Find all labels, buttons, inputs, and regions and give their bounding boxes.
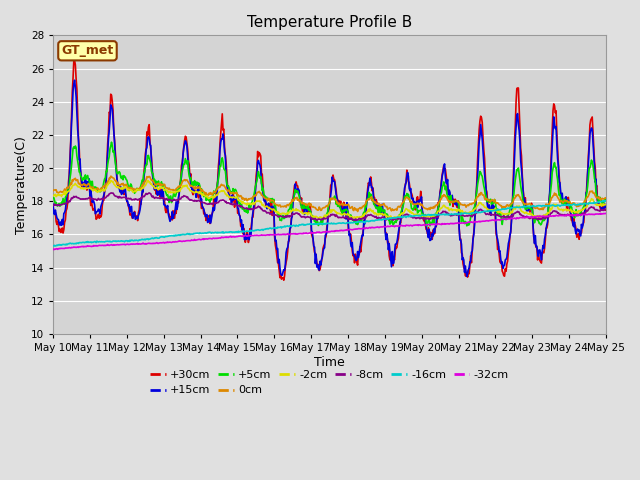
Legend: +30cm, +15cm, +5cm, 0cm, -2cm, -8cm, -16cm, -32cm: +30cm, +15cm, +5cm, 0cm, -2cm, -8cm, -16… [146, 365, 513, 400]
X-axis label: Time: Time [314, 356, 345, 369]
Title: Temperature Profile B: Temperature Profile B [247, 15, 412, 30]
Text: GT_met: GT_met [61, 44, 114, 57]
Y-axis label: Temperature(C): Temperature(C) [15, 136, 28, 234]
